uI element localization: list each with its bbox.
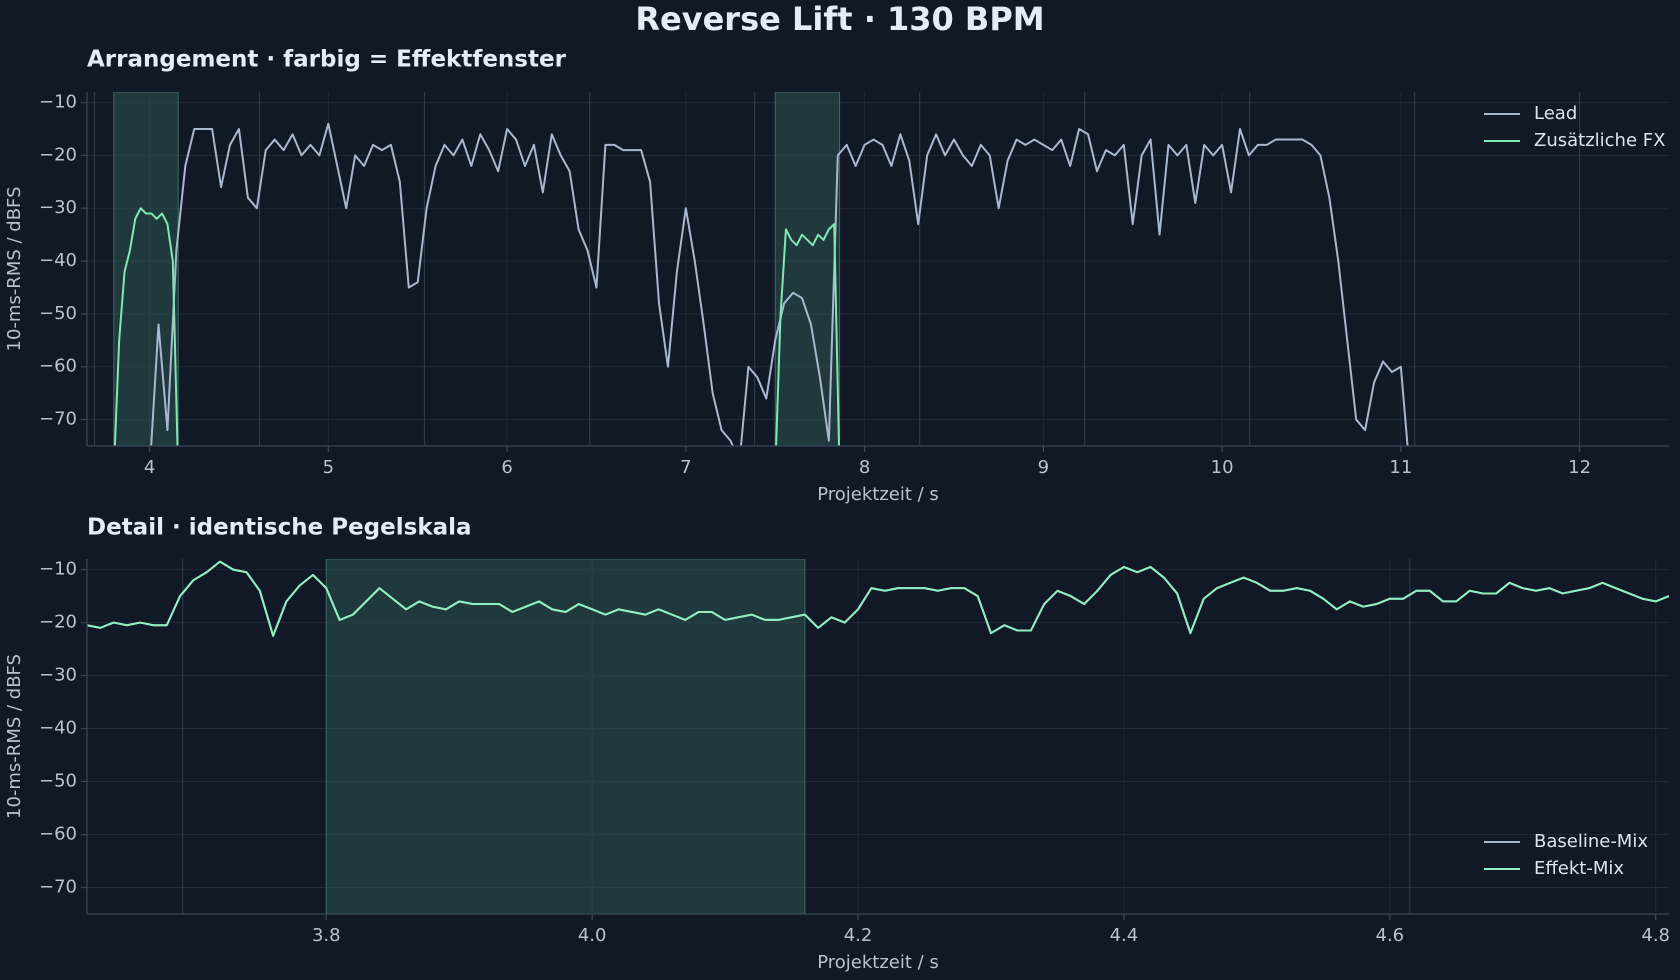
legend-label: Lead <box>1534 103 1577 124</box>
y-tick-label: −60 <box>39 356 77 377</box>
panel: Arrangement · farbig = Effektfenster Proj… <box>4 47 1669 505</box>
x-tick-label: 12 <box>1568 457 1591 478</box>
x-tick-label: 4 <box>144 457 155 478</box>
effect-window <box>774 92 841 446</box>
y-axis-label: 10-ms-RMS / dBFS <box>4 186 25 351</box>
x-axis-label: Projektzeit / s <box>817 952 939 973</box>
series-line <box>87 560 1669 637</box>
x-tick-label: 3.8 <box>312 925 341 946</box>
x-axis-label: Projektzeit / s <box>817 484 939 505</box>
series-line <box>113 207 840 446</box>
series-line <box>87 560 1669 637</box>
y-tick-label: −10 <box>39 559 77 580</box>
y-tick-label: −30 <box>39 197 77 218</box>
x-tick-label: 6 <box>501 457 512 478</box>
panel-title: Arrangement · farbig = Effektfenster <box>87 47 567 73</box>
plot-area <box>93 92 1581 446</box>
effect-window <box>113 92 179 446</box>
y-tick-label: −70 <box>39 877 77 898</box>
legend: Baseline-Mix Effekt-Mix <box>1484 831 1648 879</box>
panel-title: Detail · identische Pegelskala <box>87 515 472 541</box>
y-tick-label: −20 <box>39 144 77 165</box>
effect-window <box>325 559 806 914</box>
y-tick-label: −40 <box>39 250 77 271</box>
legend-label: Baseline-Mix <box>1534 831 1648 852</box>
legend-label: Effekt-Mix <box>1534 858 1624 879</box>
x-tick-label: 11 <box>1389 457 1412 478</box>
x-tick-label: 8 <box>859 457 870 478</box>
legend: Lead Zusätzliche FX <box>1484 103 1665 151</box>
legend-label: Zusätzliche FX <box>1534 130 1665 151</box>
x-tick-label: 5 <box>323 457 334 478</box>
x-tick-label: 4.8 <box>1641 925 1670 946</box>
y-tick-label: −50 <box>39 771 77 792</box>
y-tick-label: −60 <box>39 824 77 845</box>
y-axis-label: 10-ms-RMS / dBFS <box>4 654 25 819</box>
y-tick-label: −30 <box>39 665 77 686</box>
x-tick-label: 10 <box>1211 457 1234 478</box>
x-tick-label: 4.6 <box>1376 925 1405 946</box>
y-tick-label: −10 <box>39 92 77 113</box>
x-tick-label: 4.2 <box>844 925 873 946</box>
x-tick-label: 4.0 <box>578 925 607 946</box>
y-tick-label: −50 <box>39 303 77 324</box>
x-tick-label: 9 <box>1038 457 1049 478</box>
y-tick-label: −40 <box>39 718 77 739</box>
y-tick-label: −70 <box>39 409 77 430</box>
plot-area <box>87 559 1669 914</box>
x-tick-label: 7 <box>680 457 691 478</box>
y-tick-label: −20 <box>39 612 77 633</box>
panel: Detail · identische Pegelskala Projektzei… <box>4 515 1670 974</box>
x-tick-label: 4.4 <box>1110 925 1139 946</box>
figure-title: Reverse Lift · 130 BPM <box>635 0 1044 38</box>
